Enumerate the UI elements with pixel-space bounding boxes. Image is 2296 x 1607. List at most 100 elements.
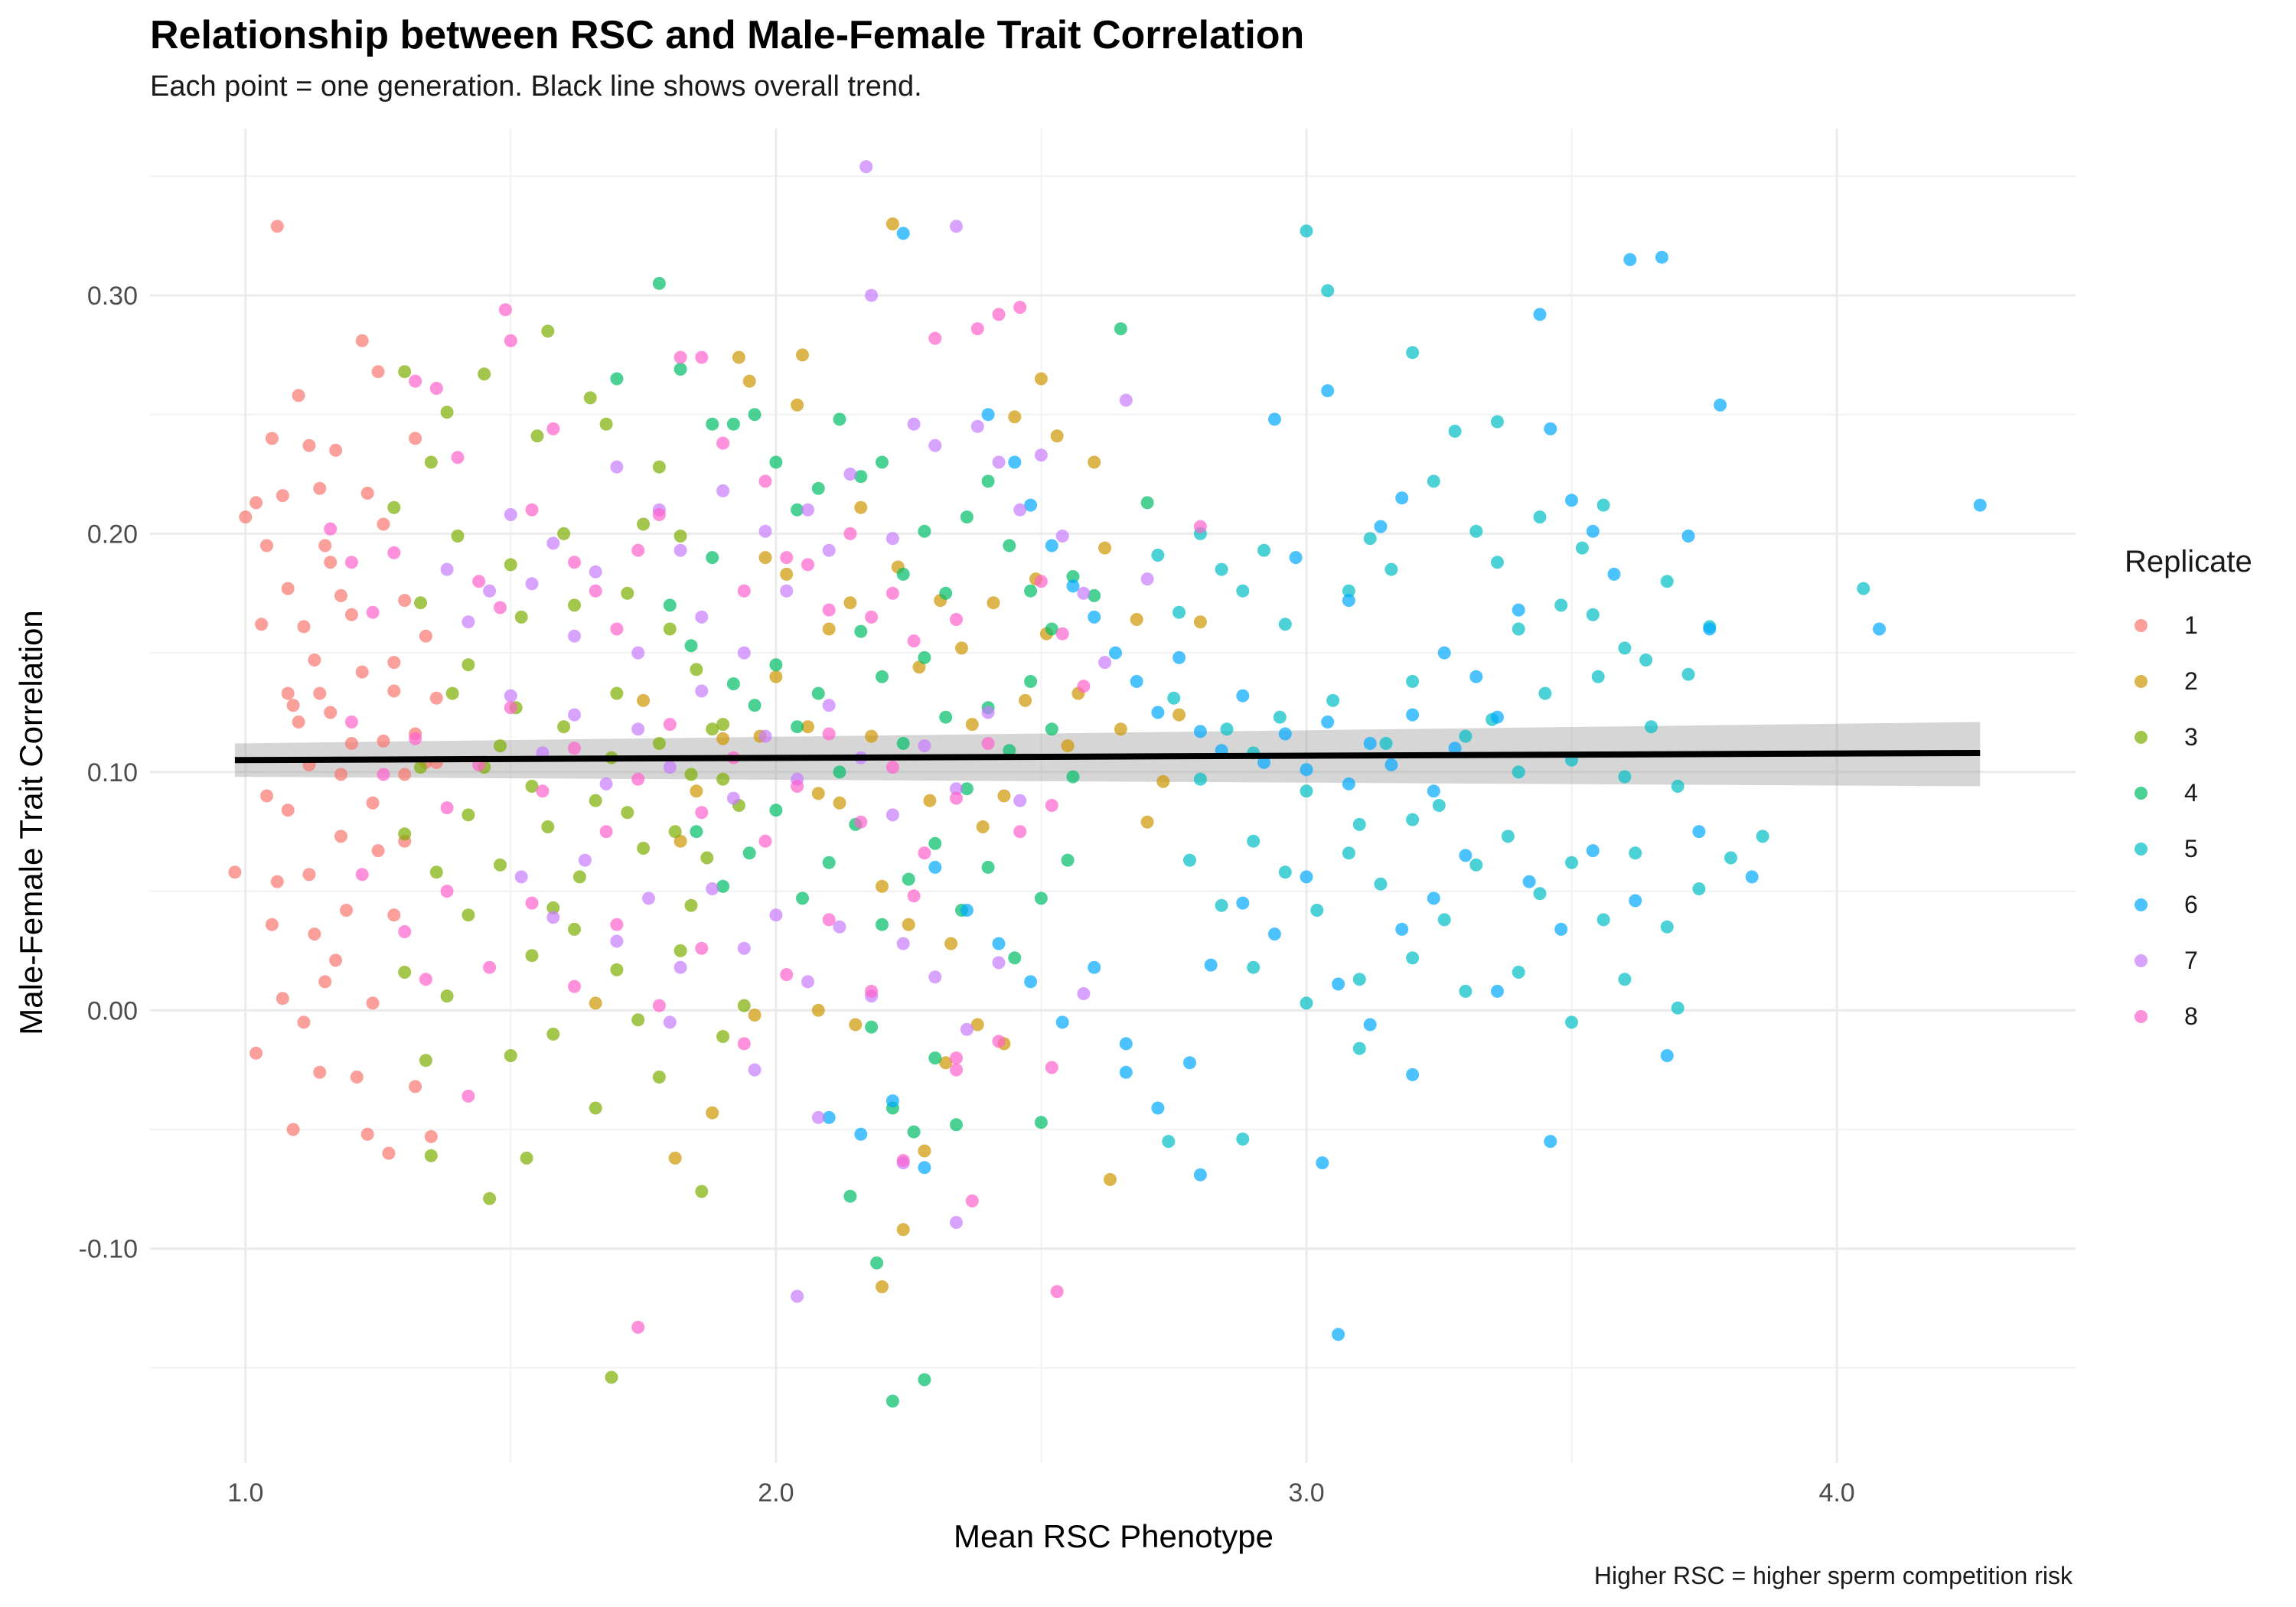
data-point [1013,794,1027,807]
data-point [610,918,624,931]
data-point [494,739,507,753]
data-point [350,1071,364,1084]
data-point [716,732,730,745]
data-point [1289,551,1303,565]
data-point [1034,892,1048,905]
data-point [419,1054,432,1068]
data-point [1193,725,1207,738]
data-point [811,1110,825,1124]
legend-key [2125,777,2158,810]
data-point [748,1063,762,1077]
data-point [451,530,465,543]
data-point [981,860,995,874]
data-point [1575,541,1589,555]
legend-swatch [2135,1009,2148,1023]
data-point [318,975,332,989]
data-point [1077,987,1091,1000]
data-point [918,846,931,860]
data-point [695,610,709,624]
legend-label: 6 [2184,891,2198,918]
data-point [780,551,794,565]
data-point [387,656,401,670]
data-point [260,789,273,803]
data-point [885,1094,899,1108]
data-point [896,737,910,750]
data-point [1316,1156,1329,1170]
data-point [663,598,677,612]
data-point [1406,346,1420,360]
y-tick-label: -0.10 [79,1235,139,1264]
data-point [811,686,825,700]
data-point [1008,951,1022,965]
data-point [1660,920,1674,934]
data-point [1332,977,1345,991]
data-point [716,1030,730,1043]
data-point [621,586,634,600]
data-point [923,794,937,807]
data-point [706,882,719,895]
data-point [876,1280,889,1293]
data-point [440,406,454,419]
data-point [1406,708,1420,722]
data-point [1236,1133,1250,1146]
legend-item: 2 [2125,654,2252,709]
data-point [716,436,730,450]
data-point [568,708,581,722]
data-point [557,526,571,540]
data-point [1267,927,1281,941]
data-point [950,1051,963,1065]
data-point [652,460,666,474]
data-point [520,1151,533,1165]
data-point [950,1118,963,1132]
data-point [1326,693,1340,707]
data-point [382,1146,396,1160]
y-tick-label: 0.30 [87,282,138,311]
data-point [970,1018,984,1032]
data-point [1342,594,1355,608]
data-point [292,715,305,729]
data-point [621,806,634,820]
data-point [1437,646,1451,660]
data-point [1013,503,1027,517]
data-point [568,922,581,936]
data-point [796,892,809,905]
data-point [610,622,624,636]
data-point [1050,1285,1064,1299]
data-point [344,715,358,729]
data-point [885,1394,899,1408]
data-point [281,582,295,595]
data-point [663,1015,677,1029]
legend-item: 3 [2125,709,2252,765]
data-point [737,646,751,660]
data-point [494,601,507,614]
data-point [414,761,427,774]
data-point [1088,610,1101,624]
data-point [950,791,963,805]
data-point [950,782,963,796]
data-point [854,624,868,638]
data-point [265,432,279,445]
data-point [769,908,783,922]
data-point [769,455,783,469]
data-point [281,804,295,817]
data-point [1544,1135,1557,1149]
data-point [1077,586,1091,600]
data-point [822,603,836,617]
data-point [854,470,868,484]
data-point [1374,520,1388,533]
data-point [1363,1018,1377,1032]
data-point [960,1022,974,1036]
data-point [1034,1116,1048,1129]
data-point [1156,774,1170,788]
data-point [673,960,687,974]
data-point [918,1373,931,1387]
data-point [992,308,1006,321]
data-point [1352,1041,1366,1055]
data-point [907,634,921,648]
data-point [1745,870,1759,884]
data-point [822,856,836,869]
data-point [1379,737,1393,750]
data-point [1204,958,1218,972]
data-point [270,875,284,888]
